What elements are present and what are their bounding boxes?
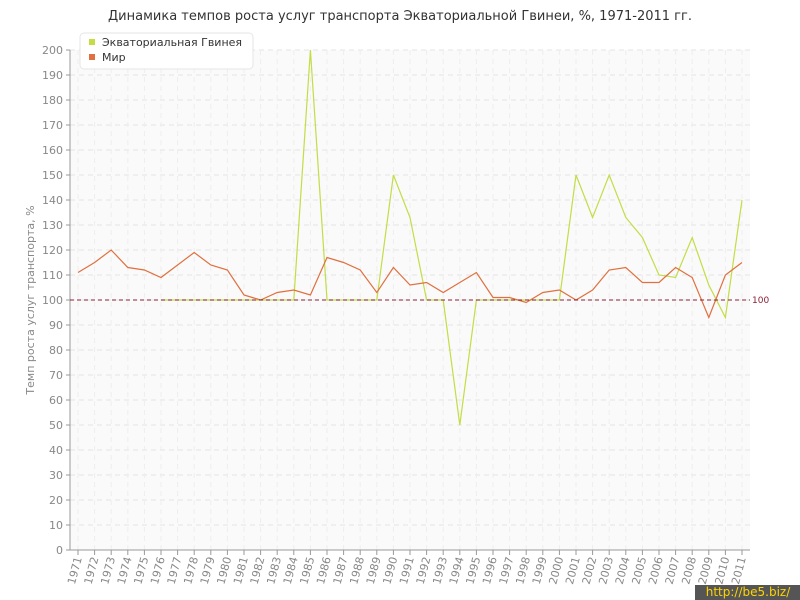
y-tick-label: 120 (42, 244, 63, 257)
y-tick-label: 160 (42, 144, 63, 157)
series-line (77, 249, 743, 320)
y-tick-label: 170 (42, 119, 63, 132)
y-tick-label: 70 (49, 369, 63, 382)
y-tick-label: 100 (42, 294, 63, 307)
y-tick-label: 0 (56, 544, 63, 557)
legend-box (79, 32, 254, 70)
y-tick-label: 60 (49, 394, 63, 407)
y-axis-label: Темп роста услуг транспорта, % (24, 205, 37, 395)
y-tick-label: 190 (42, 69, 63, 82)
y-tick-label: 130 (42, 219, 63, 232)
y-tick-label: 10 (49, 519, 63, 532)
y-tick-label: 110 (42, 269, 63, 282)
reference-label: 100 (752, 296, 769, 306)
legend-swatch (89, 39, 95, 45)
y-tick-label: 200 (42, 44, 63, 57)
y-tick-label: 90 (49, 319, 63, 332)
y-tick-label: 180 (42, 94, 63, 107)
series-line (161, 49, 743, 426)
y-tick-label: 40 (49, 444, 63, 457)
y-tick-label: 50 (49, 419, 63, 432)
y-tick-label: 20 (49, 494, 63, 507)
y-tick-label: 140 (42, 194, 63, 207)
watermark-bg (695, 585, 800, 600)
chart-title: Динамика темпов роста услуг транспорта Э… (108, 9, 692, 24)
legend-swatch (89, 54, 95, 60)
watermark: http://be5.biz/ (706, 585, 791, 599)
legend-label: Экваториальная Гвинея (102, 36, 242, 49)
y-tick-label: 150 (42, 169, 63, 182)
y-tick-label: 30 (49, 469, 63, 482)
legend: Экваториальная Гвинея Мир (79, 32, 254, 70)
legend-label: Мир (102, 51, 126, 64)
y-tick-label: 80 (49, 344, 63, 357)
